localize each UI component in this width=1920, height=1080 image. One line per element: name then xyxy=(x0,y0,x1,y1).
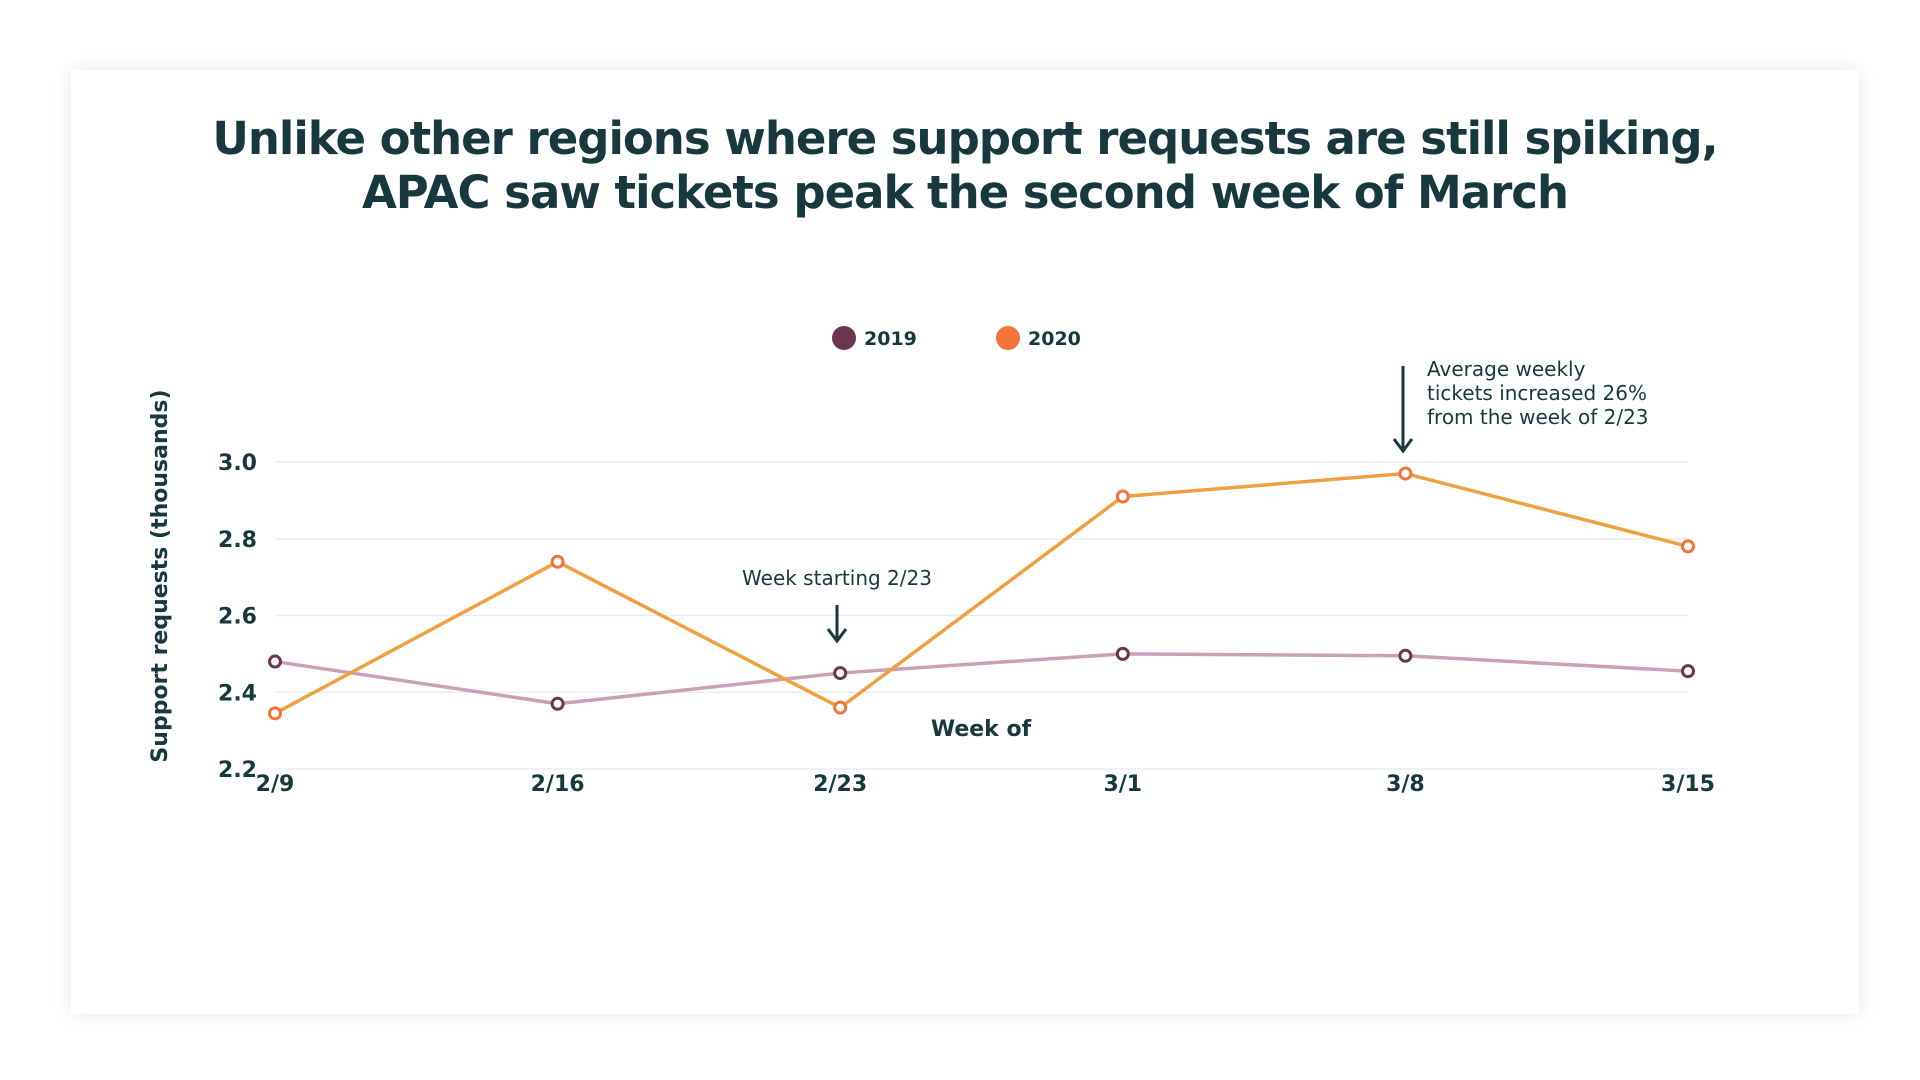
data-point-2019[interactable] xyxy=(550,696,565,711)
y-tick-label: 2.8 xyxy=(218,528,257,553)
gridlines xyxy=(275,461,1688,770)
annotation-week-start-text: Week starting 2/23 xyxy=(742,566,932,590)
data-point-2020[interactable] xyxy=(1115,489,1130,504)
data-point-2020[interactable] xyxy=(268,706,282,721)
data-point-2020[interactable] xyxy=(833,700,848,715)
data-point-2019[interactable] xyxy=(1115,646,1130,661)
legend-item-2020[interactable]: 2020 xyxy=(996,326,1081,350)
data-point-2019[interactable] xyxy=(1681,664,1695,679)
annotation-peak: Average weekly tickets increased 26% fro… xyxy=(1392,357,1649,454)
legend-marker-2020 xyxy=(996,326,1020,350)
x-tick-label: 3/8 xyxy=(1386,772,1425,797)
legend-item-2019[interactable]: 2019 xyxy=(832,326,917,350)
series xyxy=(268,466,1695,721)
chart-title-line-1: Unlike other regions where support reque… xyxy=(212,112,1718,165)
x-tick-label: 2/16 xyxy=(531,772,585,797)
y-tick-label: 2.6 xyxy=(218,605,257,630)
x-axis-ticks: 2/9 2/16 2/23 3/1 3/8 3/15 xyxy=(256,772,1715,797)
x-tick-label: 2/9 xyxy=(256,772,295,797)
annotation-peak-arrow-head xyxy=(1392,438,1414,454)
series-line-2020 xyxy=(274,471,1689,715)
x-axis-label: Week of xyxy=(931,717,1032,742)
data-point-2020[interactable] xyxy=(1398,466,1413,481)
legend-marker-2019 xyxy=(832,326,856,350)
chart-title: Unlike other regions where support reque… xyxy=(71,112,1859,220)
x-tick-label: 2/23 xyxy=(813,772,867,797)
legend-label-2019: 2019 xyxy=(864,328,917,350)
annotation-week-start-arrow-head xyxy=(826,628,848,644)
x-tick-label: 3/15 xyxy=(1661,772,1715,797)
y-tick-label: 3.0 xyxy=(218,451,257,476)
series-line-2019 xyxy=(274,652,1689,706)
x-tick-label: 3/1 xyxy=(1103,772,1142,797)
annotation-peak-line-1: Average weekly xyxy=(1427,357,1586,381)
chart-card: Unlike other regions where support reque… xyxy=(71,70,1859,1014)
series-2019 xyxy=(268,646,1695,711)
line-chart: 2019 2020 2.2 2.4 2.6 2.8 3.0 Support reques… xyxy=(148,326,1715,797)
annotation-peak-line-2: tickets increased 26% xyxy=(1427,381,1647,405)
series-2020 xyxy=(268,466,1695,721)
data-point-2019[interactable] xyxy=(1398,648,1413,663)
data-point-2019[interactable] xyxy=(268,654,282,669)
data-point-2019[interactable] xyxy=(833,666,848,681)
y-axis-label: Support requests (thousands) xyxy=(148,389,173,762)
y-tick-label: 2.4 xyxy=(218,681,257,706)
y-axis-ticks: 2.2 2.4 2.6 2.8 3.0 xyxy=(218,451,257,783)
legend-label-2020: 2020 xyxy=(1028,328,1081,350)
data-point-2020[interactable] xyxy=(1681,539,1695,554)
annotation-week-start: Week starting 2/23 xyxy=(742,566,932,644)
chart-title-line-2: APAC saw tickets peak the second week of… xyxy=(361,166,1569,219)
y-tick-label: 2.2 xyxy=(218,758,257,783)
legend: 2019 2020 xyxy=(832,326,1081,350)
annotation-peak-line-3: from the week of 2/23 xyxy=(1427,405,1649,429)
data-point-2020[interactable] xyxy=(550,554,565,569)
